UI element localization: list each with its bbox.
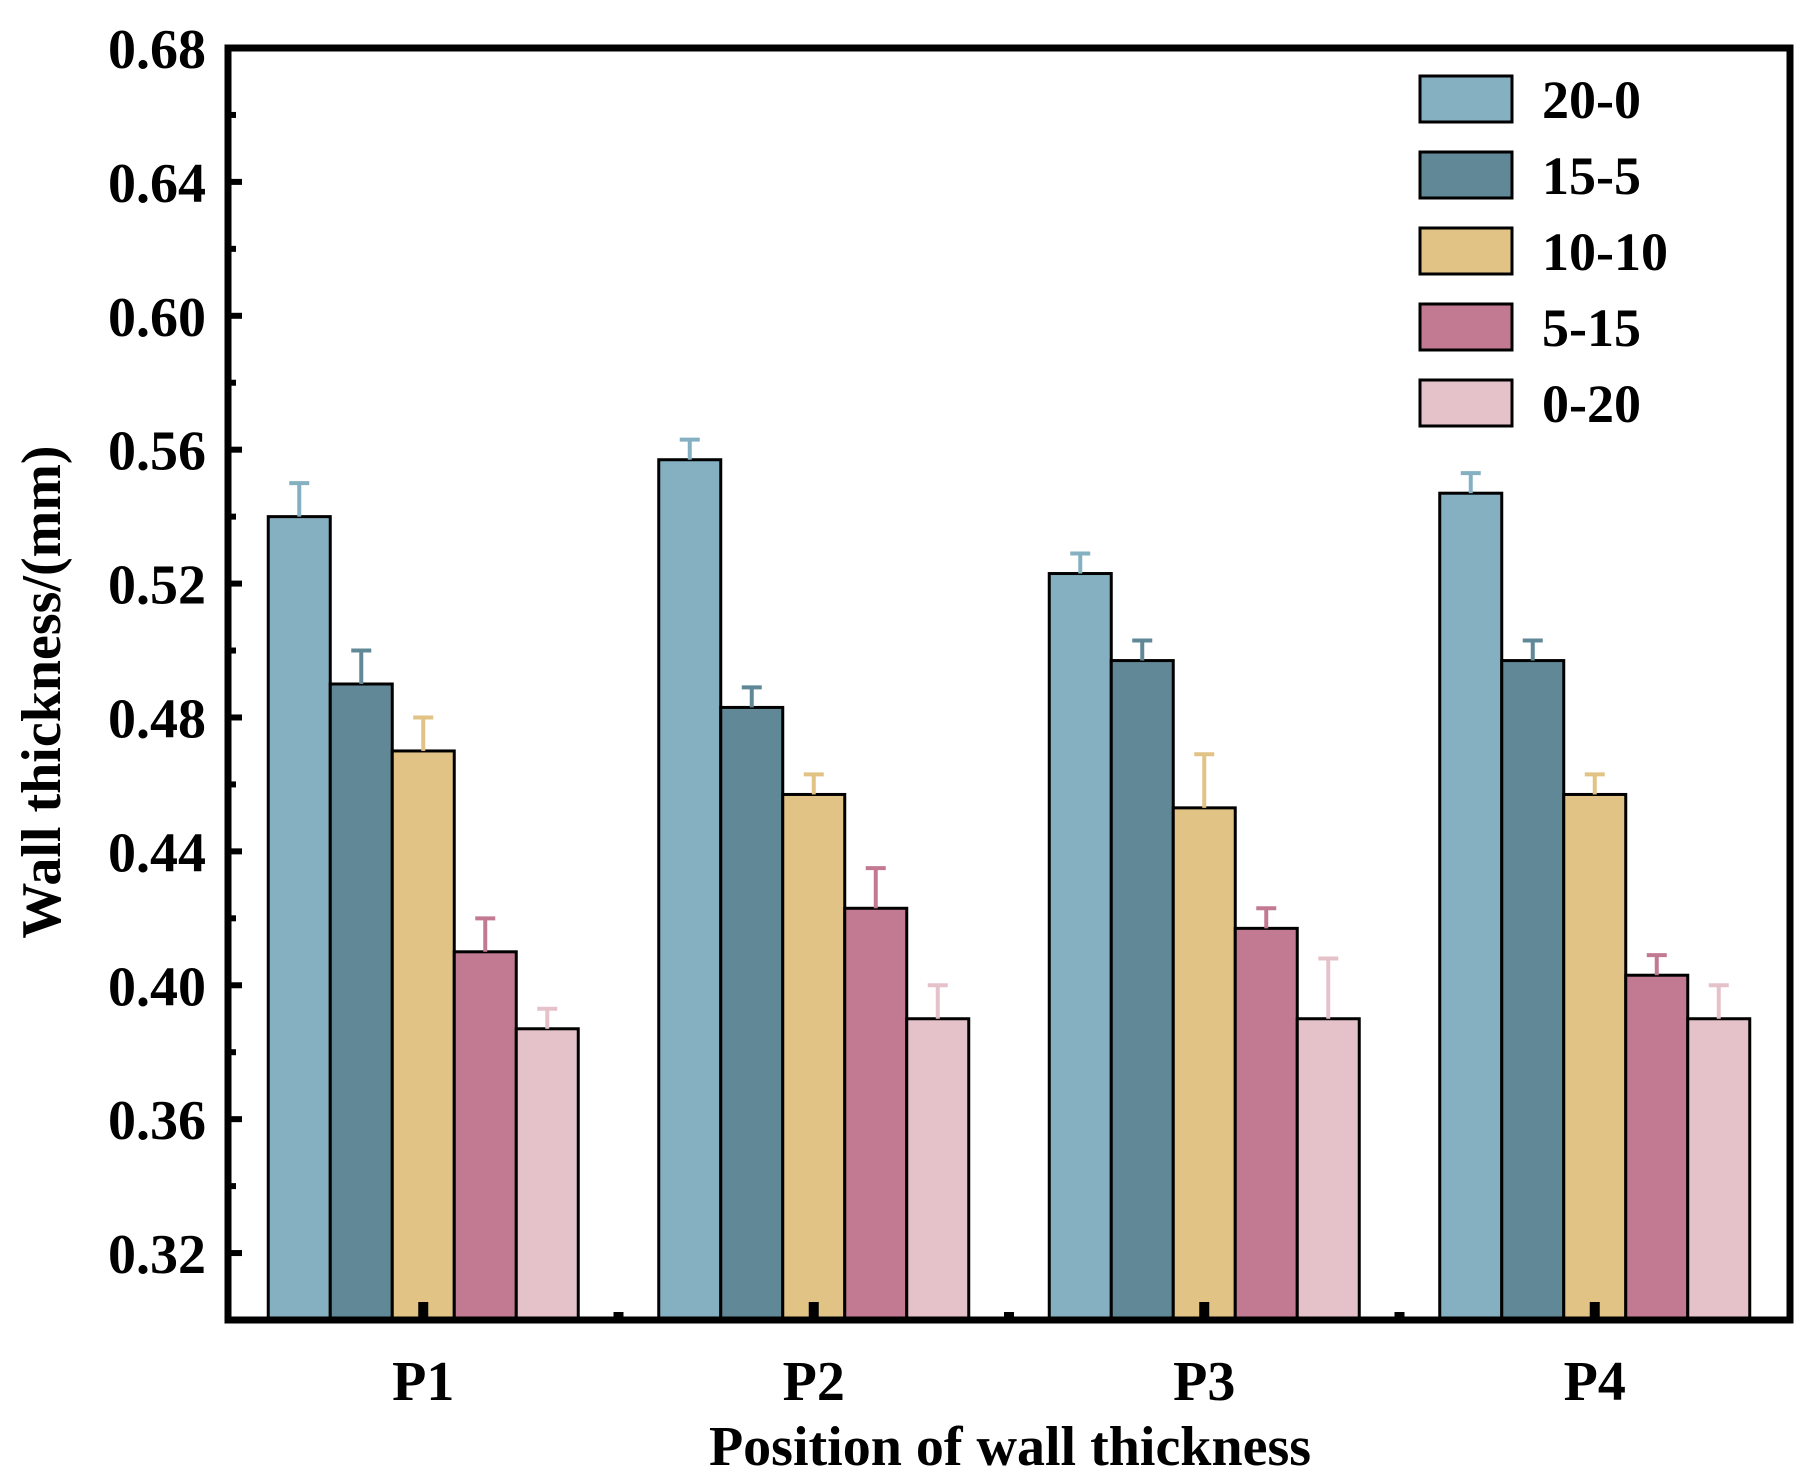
bar-10-10-P2 <box>781 792 847 1322</box>
bar-10-10-P3 <box>1171 806 1237 1322</box>
legend-label-5-15: 5-15 <box>1542 298 1641 358</box>
bar-15-5-P3 <box>1109 659 1175 1322</box>
y-tick-label: 0.32 <box>108 1224 206 1286</box>
y-axis: 0.32 0.36 0.40 0.44 0.48 0.52 0.56 0.60 0.64 0.68 <box>108 19 242 1323</box>
bars-layer <box>266 458 1752 1322</box>
y-tick-label: 0.36 <box>108 1090 206 1152</box>
legend-swatch-20-0 <box>1418 74 1514 124</box>
x-tick-label: P1 <box>392 1351 454 1413</box>
bar-20-0-P4 <box>1438 491 1504 1322</box>
legend-swatch-10-10 <box>1418 226 1514 276</box>
legend: 20-0 15-5 10-10 5-15 0-20 <box>1418 70 1668 434</box>
y-axis-label: Wall thickness/(mm) <box>11 445 73 938</box>
bar-5-15-P1 <box>452 950 518 1322</box>
legend-swatch-15-5 <box>1418 150 1514 200</box>
bar-10-10-P1 <box>390 749 456 1322</box>
legend-swatch-0-20 <box>1418 378 1514 428</box>
bar-5-15-P4 <box>1624 973 1690 1322</box>
legend-label-0-20: 0-20 <box>1542 374 1641 434</box>
y-tick-label: 0.52 <box>108 555 206 617</box>
bar-15-5-P2 <box>719 705 785 1322</box>
bar-20-0-P3 <box>1047 572 1113 1322</box>
x-tick-label: P4 <box>1564 1351 1626 1413</box>
y-tick-label: 0.40 <box>108 956 206 1018</box>
bar-0-20-P3 <box>1295 1017 1361 1322</box>
legend-label-10-10: 10-10 <box>1542 222 1668 282</box>
bar-20-0-P1 <box>266 515 332 1322</box>
bar-0-20-P1 <box>514 1027 580 1322</box>
y-tick-label: 0.48 <box>108 688 206 750</box>
bar-5-15-P3 <box>1233 926 1299 1322</box>
y-tick-label: 0.68 <box>108 19 206 81</box>
x-tick-label: P2 <box>783 1351 845 1413</box>
y-tick-label: 0.60 <box>108 287 206 349</box>
error-bars-layer <box>289 437 1729 1029</box>
bar-10-10-P4 <box>1562 792 1628 1322</box>
bar-5-15-P2 <box>843 906 909 1322</box>
x-axis: P1 P2 P3 P4 <box>392 1302 1626 1413</box>
x-tick-label: P3 <box>1173 1351 1235 1413</box>
bar-15-5-P1 <box>328 682 394 1322</box>
bar-20-0-P2 <box>657 458 723 1322</box>
legend-swatch-5-15 <box>1418 302 1514 352</box>
x-axis-label: Position of wall thickness <box>709 1416 1311 1478</box>
y-tick-label: 0.44 <box>108 822 206 884</box>
y-tick-label: 0.64 <box>108 153 206 215</box>
y-tick-label: 0.56 <box>108 421 206 483</box>
bar-15-5-P4 <box>1500 659 1566 1322</box>
legend-label-20-0: 20-0 <box>1542 70 1641 130</box>
bar-0-20-P2 <box>905 1017 971 1322</box>
bar-0-20-P4 <box>1686 1017 1752 1322</box>
legend-label-15-5: 15-5 <box>1542 146 1641 206</box>
